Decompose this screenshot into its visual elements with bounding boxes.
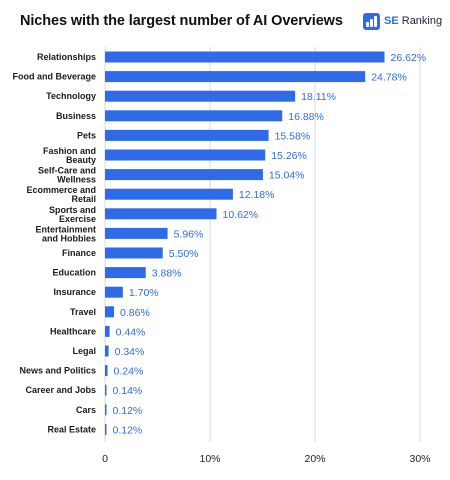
category-label: Career and Jobs (25, 385, 96, 395)
bar (105, 227, 168, 239)
brand-name-rest: Ranking (398, 15, 443, 27)
category-label: Finance (62, 248, 96, 258)
category-label: Pets (77, 130, 96, 140)
bar (105, 208, 217, 220)
category-label: Healthcare (50, 326, 96, 336)
value-label: 0.14% (113, 385, 143, 397)
bar (105, 325, 110, 337)
category-label: Relationships (37, 52, 96, 62)
bar (105, 286, 123, 298)
value-label: 0.12% (113, 405, 143, 417)
bar (105, 169, 263, 181)
category-label: Business (56, 111, 96, 121)
value-label: 0.86% (120, 307, 150, 319)
value-label: 26.62% (391, 52, 427, 64)
bar (105, 90, 296, 102)
value-label: 16.88% (288, 111, 324, 123)
se-ranking-logo-icon (363, 12, 380, 30)
category-label: Legal (72, 346, 96, 356)
bar (105, 423, 107, 435)
category-label: Real Estate (47, 424, 96, 434)
category-label: Self-Care and Wellness (38, 166, 96, 185)
value-label: 1.70% (129, 287, 159, 299)
value-label: 18.11% (301, 91, 336, 103)
value-label: 5.50% (169, 248, 199, 260)
value-label: 0.34% (115, 346, 145, 358)
se-ranking-logo: SE Ranking (363, 12, 442, 30)
bar (105, 306, 115, 318)
value-label: 12.18% (239, 189, 275, 201)
x-tick-label: 20% (304, 453, 325, 465)
category-label: Insurance (53, 287, 96, 297)
value-label: 3.88% (152, 268, 182, 280)
bar (105, 110, 283, 122)
value-label: 0.24% (114, 366, 144, 378)
category-label: News and Politics (19, 366, 96, 376)
category-label: Sports and Exercise (49, 205, 96, 224)
value-label: 0.12% (113, 424, 143, 436)
bar (105, 129, 269, 141)
value-label: 0.44% (116, 326, 146, 338)
bar (105, 71, 366, 83)
value-label: 15.58% (275, 130, 311, 142)
category-label: Ecommerce and Retail (26, 185, 96, 204)
category-label: Food and Beverage (12, 72, 96, 82)
value-label: 24.78% (371, 72, 407, 84)
bar (105, 345, 109, 357)
brand-name: SE Ranking (384, 15, 442, 27)
category-label: Fashion and Beauty (43, 146, 96, 165)
x-tick-label: 30% (409, 453, 430, 465)
x-tick-label: 10% (199, 453, 220, 465)
category-label: Education (52, 268, 96, 278)
chart-title: Niches with the largest number of AI Ove… (20, 13, 343, 29)
bar (105, 384, 107, 396)
value-label: 5.96% (174, 228, 204, 240)
bar (105, 267, 146, 279)
bar (105, 247, 163, 259)
x-tick-label: 0 (102, 453, 108, 465)
category-label: Travel (70, 307, 96, 317)
value-label: 15.26% (271, 150, 307, 162)
bar (105, 188, 233, 200)
value-label: 10.62% (223, 209, 259, 221)
bar (105, 365, 108, 377)
value-label: 15.04% (269, 170, 305, 182)
bar (105, 149, 266, 161)
category-label: Technology (46, 91, 96, 101)
category-label: Entertainment and Hobbies (35, 224, 96, 243)
brand-name-bold: SE (384, 15, 399, 27)
bar (105, 404, 107, 416)
bar (105, 51, 385, 63)
category-label: Cars (76, 405, 96, 415)
